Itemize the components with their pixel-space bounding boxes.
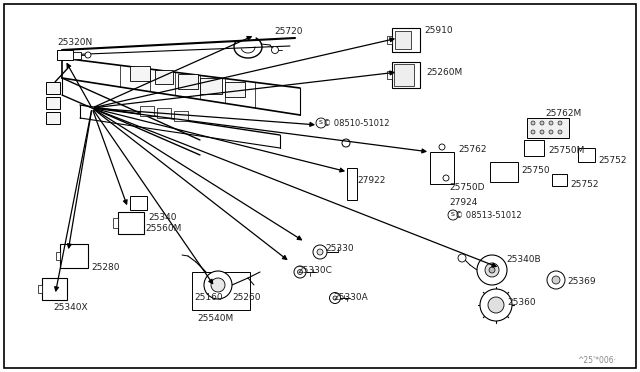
Bar bbox=[394, 64, 414, 86]
Text: 25340B: 25340B bbox=[506, 255, 541, 264]
Text: 25260M: 25260M bbox=[426, 68, 462, 77]
Bar bbox=[387, 36, 392, 44]
Text: S: S bbox=[451, 212, 455, 218]
Text: 25340X: 25340X bbox=[53, 303, 88, 312]
Circle shape bbox=[85, 52, 91, 58]
Text: 25360: 25360 bbox=[507, 298, 536, 307]
Circle shape bbox=[480, 289, 512, 321]
Circle shape bbox=[294, 266, 306, 278]
Bar bbox=[46, 112, 60, 124]
Bar bbox=[42, 278, 67, 300]
Bar bbox=[46, 97, 60, 109]
Text: 25762M: 25762M bbox=[545, 109, 581, 118]
Text: 27924: 27924 bbox=[449, 198, 477, 207]
Bar bbox=[46, 82, 60, 94]
Circle shape bbox=[342, 139, 350, 147]
Circle shape bbox=[540, 121, 544, 125]
Text: 25369: 25369 bbox=[567, 277, 596, 286]
Circle shape bbox=[271, 46, 278, 54]
Bar bbox=[174, 111, 188, 121]
Text: 25750D: 25750D bbox=[449, 183, 484, 192]
Circle shape bbox=[558, 130, 562, 134]
Text: 25540M: 25540M bbox=[197, 314, 233, 323]
Bar bbox=[157, 108, 171, 118]
Circle shape bbox=[558, 121, 562, 125]
Bar bbox=[57, 50, 73, 60]
Bar bbox=[200, 78, 222, 94]
Bar bbox=[155, 70, 173, 84]
Bar bbox=[578, 148, 595, 162]
Text: 27922: 27922 bbox=[357, 176, 385, 185]
Bar bbox=[392, 62, 420, 88]
Text: 25762: 25762 bbox=[458, 145, 486, 154]
Circle shape bbox=[316, 118, 326, 128]
Text: 25330C: 25330C bbox=[297, 266, 332, 275]
Circle shape bbox=[547, 271, 565, 289]
Circle shape bbox=[330, 292, 340, 304]
Bar bbox=[552, 174, 567, 186]
Bar bbox=[430, 152, 454, 184]
Text: ^25'*006·: ^25'*006· bbox=[577, 356, 616, 365]
Text: 25260: 25260 bbox=[232, 293, 260, 302]
Circle shape bbox=[488, 297, 504, 313]
Bar bbox=[225, 82, 245, 97]
Text: 25720: 25720 bbox=[274, 27, 303, 36]
Text: 25750M: 25750M bbox=[548, 146, 584, 155]
Text: 25750: 25750 bbox=[521, 166, 550, 175]
Text: 25752: 25752 bbox=[570, 180, 598, 189]
Circle shape bbox=[211, 278, 225, 292]
Circle shape bbox=[298, 269, 303, 275]
Circle shape bbox=[485, 263, 499, 277]
Text: 25160: 25160 bbox=[194, 293, 223, 302]
Circle shape bbox=[458, 254, 466, 262]
Bar bbox=[140, 106, 154, 116]
Bar bbox=[130, 66, 150, 81]
Circle shape bbox=[313, 245, 327, 259]
Bar bbox=[387, 71, 392, 79]
Bar bbox=[60, 244, 88, 268]
Bar bbox=[192, 272, 250, 310]
Circle shape bbox=[317, 249, 323, 255]
Bar bbox=[395, 31, 411, 49]
Bar bbox=[490, 162, 518, 182]
Bar bbox=[113, 218, 118, 228]
Bar bbox=[524, 140, 544, 156]
Text: 25320N: 25320N bbox=[57, 38, 92, 47]
Bar bbox=[392, 28, 420, 52]
Circle shape bbox=[549, 130, 553, 134]
Text: 25280: 25280 bbox=[91, 263, 120, 272]
Circle shape bbox=[439, 144, 445, 150]
Text: 25330A: 25330A bbox=[333, 293, 368, 302]
Bar bbox=[178, 74, 198, 89]
Text: © 08513-51012: © 08513-51012 bbox=[455, 211, 522, 220]
Bar bbox=[38, 285, 42, 293]
Bar bbox=[56, 252, 60, 260]
Circle shape bbox=[549, 121, 553, 125]
Bar bbox=[118, 212, 144, 234]
Circle shape bbox=[477, 255, 507, 285]
Text: 25910: 25910 bbox=[424, 26, 452, 35]
Circle shape bbox=[204, 271, 232, 299]
Text: 25340: 25340 bbox=[148, 213, 177, 222]
Circle shape bbox=[448, 210, 458, 220]
Circle shape bbox=[531, 121, 535, 125]
Circle shape bbox=[531, 130, 535, 134]
Circle shape bbox=[333, 296, 337, 300]
Bar bbox=[527, 118, 569, 138]
Circle shape bbox=[443, 175, 449, 181]
Text: © 08510-51012: © 08510-51012 bbox=[323, 119, 390, 128]
Bar bbox=[130, 196, 147, 210]
Circle shape bbox=[489, 267, 495, 273]
Text: 25752: 25752 bbox=[598, 156, 627, 165]
Circle shape bbox=[552, 276, 560, 284]
Text: S: S bbox=[319, 121, 323, 125]
Text: 25560M: 25560M bbox=[145, 224, 181, 233]
Text: 25330: 25330 bbox=[325, 244, 354, 253]
Circle shape bbox=[540, 130, 544, 134]
Bar bbox=[73, 52, 81, 59]
Bar bbox=[347, 168, 357, 200]
